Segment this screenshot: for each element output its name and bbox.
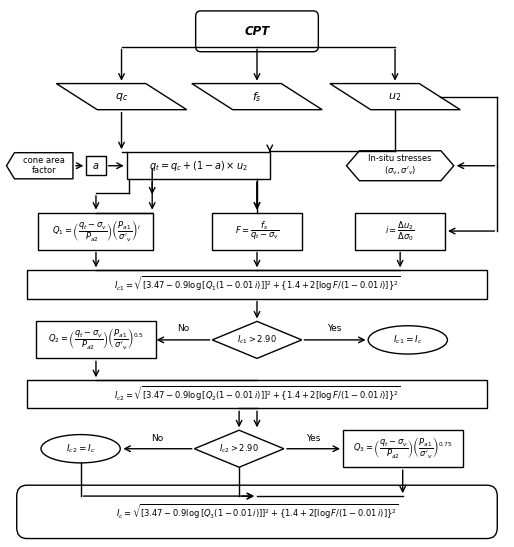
Text: cone area
factor: cone area factor: [23, 156, 65, 176]
Polygon shape: [194, 430, 284, 467]
Text: In-situ stresses
$(\sigma_v, \sigma'_v)$: In-situ stresses $(\sigma_v, \sigma'_v)$: [369, 154, 432, 177]
Bar: [355, 213, 445, 249]
Text: $u_2$: $u_2$: [389, 91, 401, 102]
Ellipse shape: [368, 326, 447, 354]
Polygon shape: [57, 84, 187, 110]
Bar: [86, 156, 106, 175]
Bar: [36, 322, 156, 358]
Polygon shape: [212, 322, 302, 358]
Text: $q_c$: $q_c$: [115, 91, 128, 103]
Text: No: No: [177, 324, 189, 333]
Text: CPT: CPT: [244, 25, 270, 38]
Text: $q_t = q_c + (1-a) \times u_2$: $q_t = q_c + (1-a) \times u_2$: [149, 159, 248, 173]
Bar: [343, 430, 463, 467]
Bar: [126, 152, 270, 179]
Bar: [27, 270, 487, 299]
Text: $Q_3 = \left(\dfrac{q_t - \sigma_v}{P_{a2}}\right)\left(\dfrac{P_{a1}}{\sigma'_v: $Q_3 = \left(\dfrac{q_t - \sigma_v}{P_{a…: [353, 437, 452, 461]
Text: $a$: $a$: [93, 161, 100, 171]
Bar: [212, 213, 302, 249]
Polygon shape: [346, 151, 454, 181]
Polygon shape: [330, 84, 460, 110]
Text: $I_{c2}>2.90$: $I_{c2}>2.90$: [219, 443, 259, 455]
Text: $Q_1 = \left(\dfrac{q_t - \sigma_v}{P_{a2}}\right)\left(\dfrac{P_{a1}}{\sigma'_v: $Q_1 = \left(\dfrac{q_t - \sigma_v}{P_{a…: [51, 219, 140, 243]
Text: $I_{c2} = \sqrt{\left[3.47 - 0.9\log\left[Q_2(1-0.01\,i)\right]\right]^2 + \left: $I_{c2} = \sqrt{\left[3.47 - 0.9\log\lef…: [114, 385, 400, 404]
Text: $I_{c2}=I_c$: $I_{c2}=I_c$: [66, 443, 96, 455]
Polygon shape: [192, 84, 322, 110]
Text: $I_{c1}>2.90$: $I_{c1}>2.90$: [237, 334, 277, 346]
Text: Yes: Yes: [306, 434, 320, 443]
Text: $f_s$: $f_s$: [252, 90, 262, 103]
Text: $Q_2 = \left(\dfrac{q_t - \sigma_v}{P_{a2}}\right)\left(\dfrac{P_{a1}}{\sigma'_v: $Q_2 = \left(\dfrac{q_t - \sigma_v}{P_{a…: [48, 328, 144, 352]
Ellipse shape: [41, 434, 120, 463]
Text: Yes: Yes: [327, 324, 342, 333]
Text: $I_{c1}=I_c$: $I_{c1}=I_c$: [393, 334, 423, 346]
Polygon shape: [7, 153, 73, 179]
Text: No: No: [151, 434, 163, 443]
FancyBboxPatch shape: [196, 11, 318, 52]
FancyBboxPatch shape: [17, 485, 497, 539]
Text: $F = \dfrac{f_s}{q_t - \sigma_v}$: $F = \dfrac{f_s}{q_t - \sigma_v}$: [235, 220, 279, 242]
Text: $I_{c1} = \sqrt{\left[3.47 - 0.9\log\left[Q_1(1-0.01\,i)\right]\right]^2 + \left: $I_{c1} = \sqrt{\left[3.47 - 0.9\log\lef…: [114, 275, 400, 294]
Text: $I_c = \sqrt{\left[3.47 - 0.9\log\left[Q_3(1-0.01\,i)\right]\right]^2 + \left\{1: $I_c = \sqrt{\left[3.47 - 0.9\log\left[Q…: [116, 502, 398, 521]
Bar: [27, 380, 487, 409]
Bar: [39, 213, 154, 249]
Text: $i = \dfrac{\Delta u_2}{\Delta \sigma_0}$: $i = \dfrac{\Delta u_2}{\Delta \sigma_0}…: [386, 219, 415, 243]
